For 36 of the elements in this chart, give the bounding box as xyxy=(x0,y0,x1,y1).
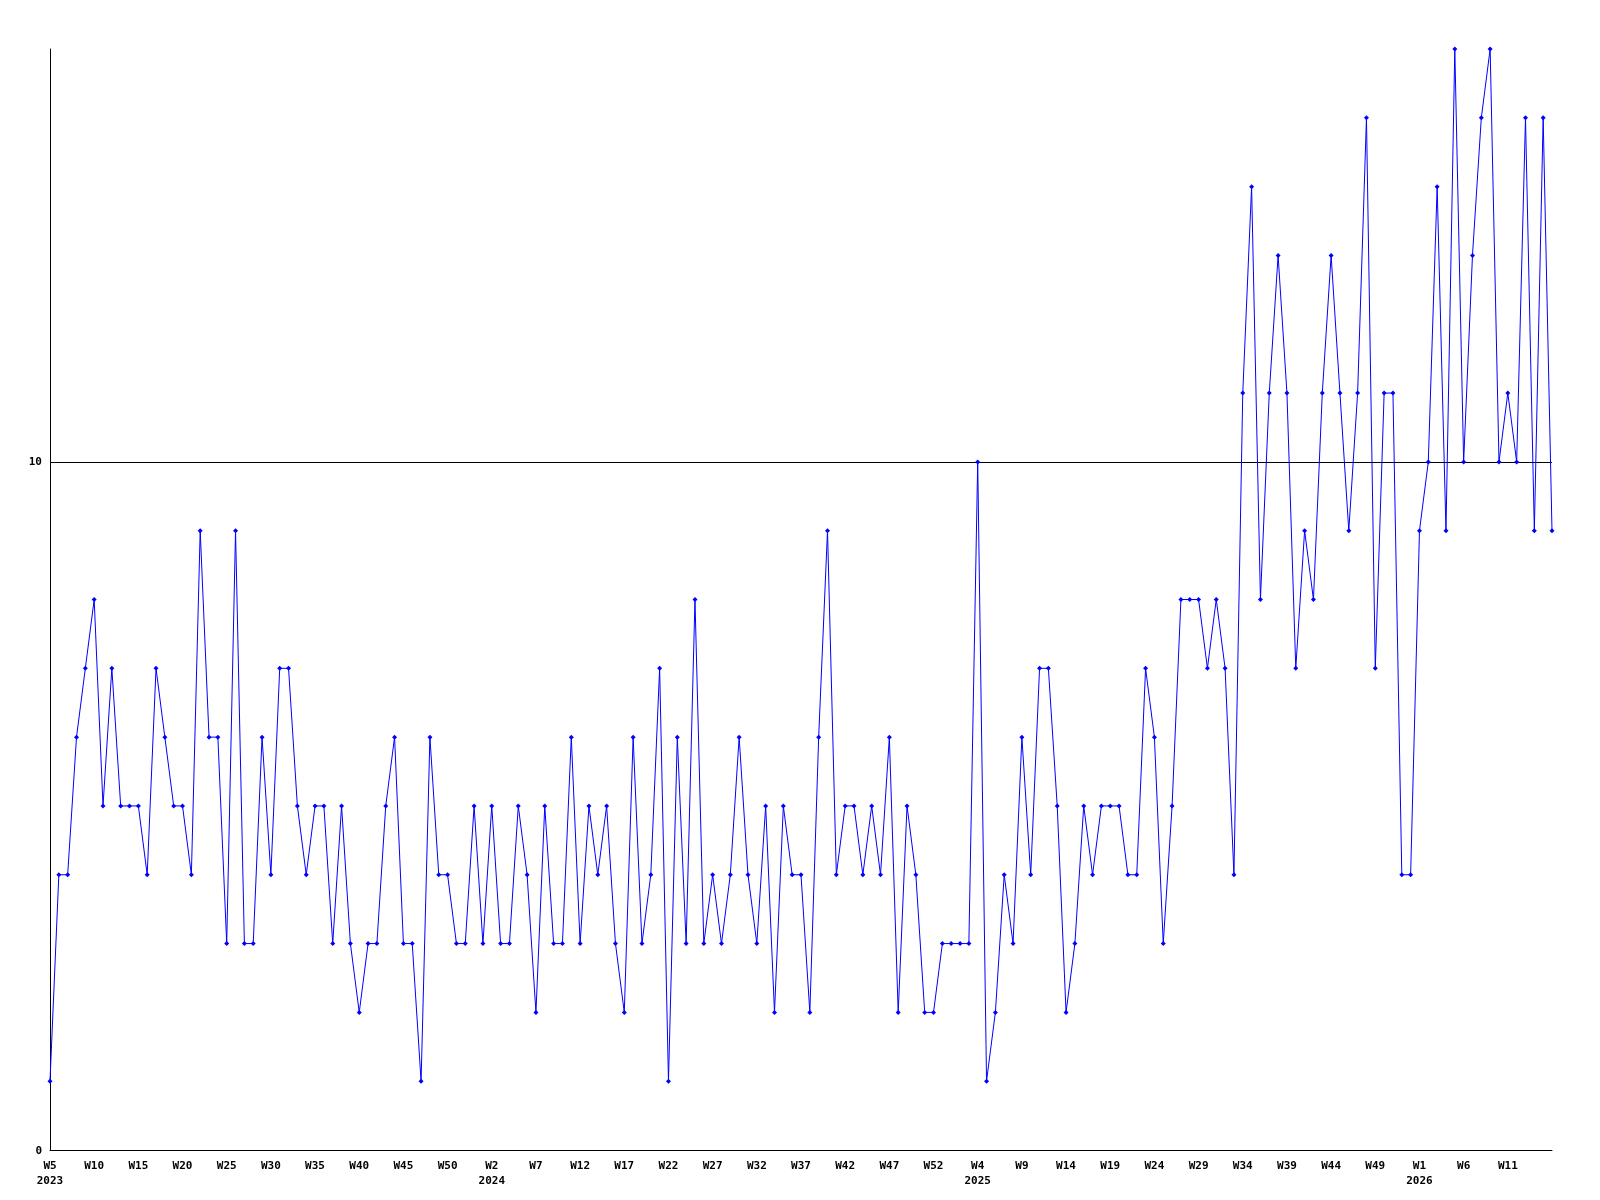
x-tick-label: W44 xyxy=(1321,1159,1342,1172)
x-tick-label: W12 xyxy=(570,1159,591,1172)
x-tick-label: W20 xyxy=(172,1159,193,1172)
x-tick-label: W39 xyxy=(1277,1159,1297,1172)
x-tick-label: W24 xyxy=(1144,1159,1165,1172)
x-tick-label: W4 2025 xyxy=(964,1159,991,1187)
x-tick-label: W27 xyxy=(702,1159,723,1172)
x-tick-label: W29 xyxy=(1188,1159,1209,1172)
x-tick-label: W5 2023 xyxy=(36,1159,64,1187)
x-tick-label: W30 xyxy=(260,1159,281,1172)
x-tick-label: W9 xyxy=(1015,1159,1029,1172)
x-tick-label: W42 xyxy=(835,1159,856,1172)
x-tick-label: W14 xyxy=(1056,1159,1077,1172)
x-tick-label: W50 xyxy=(437,1159,458,1172)
y-tick-label: 0 xyxy=(35,1143,42,1157)
x-tick-label: W6 xyxy=(1457,1159,1471,1172)
x-tick-label: W1 2026 xyxy=(1406,1159,1434,1187)
x-tick-label: W10 xyxy=(84,1159,105,1172)
y-tick-label: 10 xyxy=(28,455,42,469)
x-tick-label: W47 xyxy=(879,1159,900,1172)
x-tick-label: W45 xyxy=(393,1159,414,1172)
x-tick-label: W7 xyxy=(529,1159,543,1172)
x-tick-label: W49 xyxy=(1365,1159,1386,1172)
x-tick-label: W15 xyxy=(128,1159,149,1172)
x-tick-label: W19 xyxy=(1100,1159,1121,1172)
x-tick-label: W25 xyxy=(216,1159,237,1172)
x-tick-label: W2 2024 xyxy=(478,1159,506,1187)
x-tick-label: W32 xyxy=(746,1159,767,1172)
x-tick-label: W34 xyxy=(1232,1159,1254,1172)
x-tick-label: W17 xyxy=(614,1159,635,1172)
x-tick-label: W22 xyxy=(658,1159,679,1172)
x-tick-label: W35 xyxy=(305,1159,325,1172)
x-tick-label: W52 xyxy=(923,1159,944,1172)
x-tick-label: W11 xyxy=(1497,1159,1519,1172)
x-tick-label: W37 xyxy=(791,1159,811,1172)
x-tick-label: W40 xyxy=(349,1159,370,1172)
